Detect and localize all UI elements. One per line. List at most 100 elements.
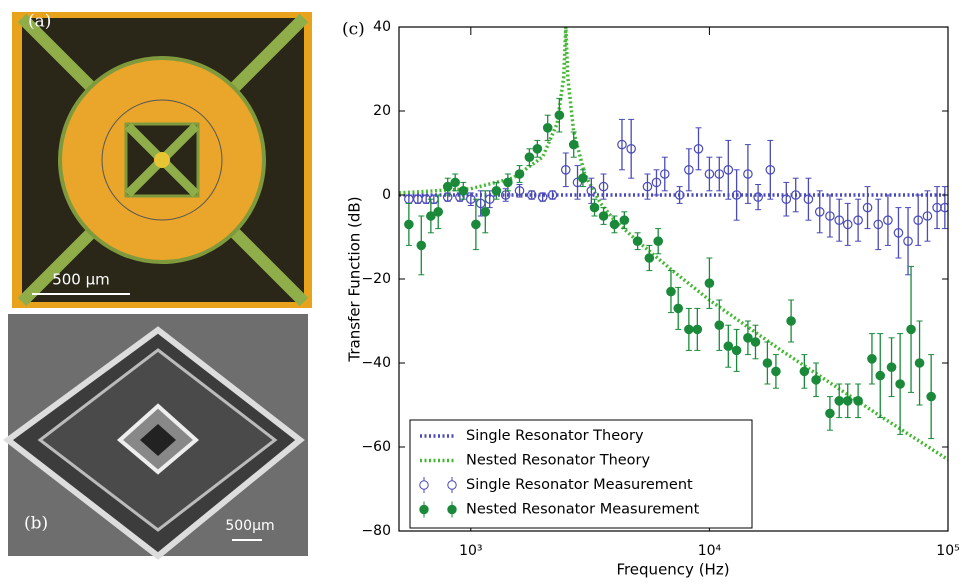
marker <box>537 192 548 202</box>
marker <box>762 358 773 368</box>
y-tick-label: −20 <box>361 271 391 287</box>
marker <box>416 240 427 251</box>
marker <box>743 332 753 343</box>
marker <box>704 278 715 288</box>
marker <box>834 395 845 406</box>
legend-swatch <box>419 480 429 490</box>
y-tick-label: −80 <box>361 523 391 539</box>
marker <box>514 169 525 179</box>
marker <box>666 286 676 297</box>
y-tick-label: 20 <box>373 103 391 119</box>
marker <box>704 169 715 179</box>
marker <box>895 379 905 389</box>
marker <box>790 190 801 200</box>
legend-box <box>409 419 753 529</box>
x-tick-label: 10⁴ <box>698 543 722 559</box>
marker <box>458 186 469 196</box>
plot-area <box>399 27 948 462</box>
marker <box>862 202 873 213</box>
marker <box>771 366 781 377</box>
marker <box>873 219 884 230</box>
marker <box>893 228 904 238</box>
marker <box>684 165 694 175</box>
marker <box>714 169 725 179</box>
legend-label: Nested Resonator Measurement <box>466 502 700 518</box>
marker <box>617 139 627 150</box>
marker <box>853 395 863 406</box>
marker <box>692 324 703 335</box>
marker <box>491 186 502 196</box>
marker <box>932 202 942 213</box>
marker <box>524 152 535 162</box>
legend-label: Single Resonator Theory <box>466 428 644 444</box>
marker <box>568 139 579 150</box>
marker <box>913 215 923 225</box>
scale-bar-label: 500µm <box>225 518 274 534</box>
panel-label: (b) <box>24 514 48 534</box>
marker <box>875 370 886 381</box>
x-tick-label: 10³ <box>459 543 482 559</box>
marker <box>404 219 414 230</box>
marker <box>673 303 684 314</box>
marker <box>693 144 704 154</box>
marker <box>442 181 453 192</box>
marker <box>853 215 863 225</box>
marker <box>940 202 948 213</box>
marker <box>626 144 636 154</box>
marker <box>542 123 553 133</box>
marker <box>589 202 600 213</box>
x-tick-label: 10⁵ <box>936 543 959 559</box>
marker <box>731 190 742 200</box>
marker <box>886 362 897 372</box>
marker <box>842 395 853 406</box>
y-tick-label: 40 <box>373 19 391 35</box>
marker <box>674 190 685 200</box>
y-tick-label: 0 <box>382 187 391 203</box>
marker <box>653 236 663 246</box>
marker <box>786 316 796 326</box>
legend-label: Single Resonator Measurement <box>466 477 693 493</box>
marker <box>619 215 630 225</box>
marker <box>926 391 936 402</box>
legend-label: Nested Resonator Theory <box>466 453 651 469</box>
y-tick-label: −60 <box>361 439 391 455</box>
y-tick-label: −40 <box>361 355 391 371</box>
marker <box>723 165 734 175</box>
legend-swatch <box>447 480 457 490</box>
marker <box>644 253 655 263</box>
marker <box>903 236 913 246</box>
marker <box>598 211 609 221</box>
marker <box>586 186 597 196</box>
legend-swatch <box>419 504 429 515</box>
marker <box>867 353 877 364</box>
marker <box>526 190 537 200</box>
marker <box>598 181 609 192</box>
scale-bar-label: 500 µm <box>52 271 110 289</box>
marker <box>750 337 761 347</box>
marker <box>883 215 893 225</box>
theory-line <box>399 27 948 462</box>
marker <box>632 236 643 246</box>
marker <box>731 345 742 356</box>
marker <box>532 144 543 154</box>
marker <box>514 186 525 196</box>
marker <box>799 366 810 377</box>
panel-label: (a) <box>28 12 51 32</box>
marker <box>906 324 916 335</box>
marker <box>781 194 792 204</box>
marker <box>659 169 670 179</box>
marker <box>433 207 444 217</box>
marker <box>714 320 725 330</box>
marker <box>825 211 835 221</box>
marker <box>450 177 460 188</box>
marker <box>842 219 853 230</box>
marker <box>609 219 620 230</box>
photo-b: (b) 500µm <box>3 314 308 560</box>
marker <box>503 177 513 188</box>
marker <box>825 408 835 419</box>
marker <box>723 341 734 351</box>
x-axis-label: Frequency (Hz) <box>616 561 729 579</box>
marker <box>753 192 763 202</box>
marker <box>426 211 436 221</box>
